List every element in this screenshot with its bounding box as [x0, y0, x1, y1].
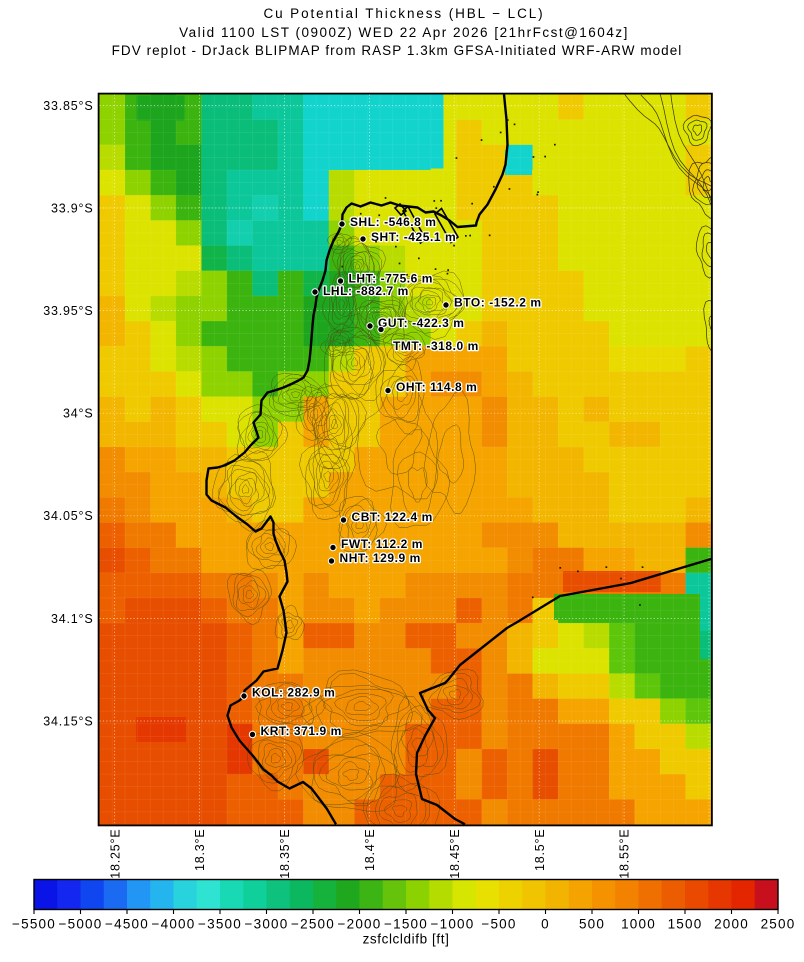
- svg-text:SHL: -546.8 m: SHL: -546.8 m: [350, 215, 437, 229]
- svg-text:BTO: -152.2 m: BTO: -152.2 m: [454, 296, 542, 310]
- svg-text:18.25°E: 18.25°E: [108, 829, 122, 879]
- svg-text:33.85°S: 33.85°S: [43, 99, 93, 113]
- svg-text:LHL: -882.7 m: LHL: -882.7 m: [323, 284, 409, 298]
- svg-text:KRT: 371.9 m: KRT: 371.9 m: [261, 724, 342, 738]
- svg-text:18.4°E: 18.4°E: [363, 829, 377, 871]
- svg-text:18.3°E: 18.3°E: [193, 829, 207, 871]
- svg-text:−4500: −4500: [105, 917, 149, 932]
- svg-text:FDV replot - DrJack BLIPMAP fr: FDV replot - DrJack BLIPMAP from RASP 1.…: [112, 43, 683, 58]
- svg-text:−2500: −2500: [291, 917, 335, 932]
- svg-text:CBT: 122.4 m: CBT: 122.4 m: [352, 510, 433, 524]
- svg-text:34°S: 34°S: [63, 407, 93, 421]
- svg-text:FWT: 112.2 m: FWT: 112.2 m: [341, 537, 423, 551]
- svg-text:−2000: −2000: [338, 917, 382, 932]
- svg-text:1000: 1000: [621, 917, 656, 932]
- svg-text:−500: −500: [481, 917, 516, 932]
- svg-text:OHT: 114.8 m: OHT: 114.8 m: [396, 380, 477, 394]
- svg-text:Cu Potential Thickness (HBL −: Cu Potential Thickness (HBL − LCL): [263, 6, 544, 21]
- svg-text:18.5°E: 18.5°E: [533, 829, 547, 871]
- svg-text:−4000: −4000: [152, 917, 196, 932]
- svg-text:KOL: 282.9 m: KOL: 282.9 m: [252, 686, 335, 700]
- svg-text:zsfclcldifb [ft]: zsfclcldifb [ft]: [363, 932, 450, 947]
- svg-text:−1500: −1500: [384, 917, 428, 932]
- svg-text:−3000: −3000: [245, 917, 289, 932]
- svg-text:34.05°S: 34.05°S: [43, 509, 93, 523]
- svg-text:2500: 2500: [761, 917, 796, 932]
- svg-text:1500: 1500: [668, 917, 703, 932]
- svg-text:0: 0: [541, 917, 550, 932]
- svg-text:SHT: -425.1 m: SHT: -425.1 m: [371, 230, 456, 244]
- svg-text:34.1°S: 34.1°S: [51, 612, 93, 626]
- svg-text:Valid 1100 LST (0900Z) WED 22: Valid 1100 LST (0900Z) WED 22 Apr 2026 […: [179, 25, 629, 40]
- svg-text:34.15°S: 34.15°S: [43, 714, 93, 728]
- svg-text:LHT: -775.6 m: LHT: -775.6 m: [349, 272, 434, 286]
- svg-text:−5500: −5500: [12, 917, 56, 932]
- svg-text:33.95°S: 33.95°S: [43, 304, 93, 318]
- svg-text:−5000: −5000: [59, 917, 103, 932]
- svg-text:GUT: -422.3 m: GUT: -422.3 m: [378, 316, 465, 330]
- svg-text:18.35°E: 18.35°E: [278, 829, 292, 879]
- svg-text:−3500: −3500: [198, 917, 242, 932]
- svg-text:500: 500: [579, 917, 605, 932]
- svg-text:18.45°E: 18.45°E: [448, 829, 462, 879]
- svg-text:2000: 2000: [714, 917, 749, 932]
- svg-text:TMT: -318.0 m: TMT: -318.0 m: [393, 339, 479, 353]
- svg-text:33.9°S: 33.9°S: [51, 201, 93, 215]
- svg-text:NHT: 129.9 m: NHT: 129.9 m: [340, 551, 421, 565]
- svg-text:18.55°E: 18.55°E: [618, 829, 632, 879]
- svg-text:−1000: −1000: [431, 917, 475, 932]
